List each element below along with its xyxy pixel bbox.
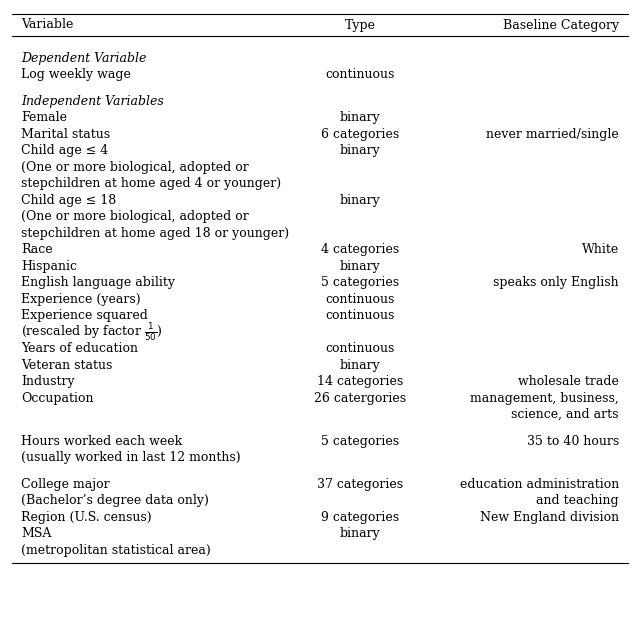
- Text: stepchildren at home aged 4 or younger): stepchildren at home aged 4 or younger): [21, 177, 282, 191]
- Text: binary: binary: [340, 260, 380, 273]
- Text: (Bachelor’s degree data only): (Bachelor’s degree data only): [21, 494, 209, 507]
- Text: 9 categories: 9 categories: [321, 510, 399, 524]
- Text: Occupation: Occupation: [21, 392, 93, 404]
- Text: 35 to 40 hours: 35 to 40 hours: [527, 435, 619, 448]
- Text: binary: binary: [340, 194, 380, 207]
- Text: (One or more biological, adopted or: (One or more biological, adopted or: [21, 210, 249, 223]
- Text: continuous: continuous: [325, 68, 395, 81]
- Text: 6 categories: 6 categories: [321, 127, 399, 141]
- Text: binary: binary: [340, 528, 380, 540]
- Text: wholesale trade: wholesale trade: [518, 375, 619, 388]
- Text: continuous: continuous: [325, 293, 395, 306]
- Text: College major: College major: [21, 478, 110, 491]
- Text: Veteran status: Veteran status: [21, 359, 113, 372]
- Text: Marital status: Marital status: [21, 127, 110, 141]
- Text: Variable: Variable: [21, 18, 74, 32]
- Text: continuous: continuous: [325, 309, 395, 322]
- Text: Baseline Category: Baseline Category: [502, 18, 619, 32]
- Text: Hours worked each week: Hours worked each week: [21, 435, 182, 448]
- Text: Independent Variables: Independent Variables: [21, 95, 164, 108]
- Text: Type: Type: [344, 18, 376, 32]
- Text: binary: binary: [340, 144, 380, 157]
- Text: MSA: MSA: [21, 528, 52, 540]
- Text: 14 categories: 14 categories: [317, 375, 403, 388]
- Text: Dependent Variable: Dependent Variable: [21, 52, 147, 65]
- Text: (One or more biological, adopted or: (One or more biological, adopted or: [21, 161, 249, 174]
- Text: 37 categories: 37 categories: [317, 478, 403, 491]
- Text: New England division: New England division: [479, 510, 619, 524]
- Text: 5 categories: 5 categories: [321, 276, 399, 289]
- Text: continuous: continuous: [325, 342, 395, 355]
- Text: binary: binary: [340, 359, 380, 372]
- Text: Experience (years): Experience (years): [21, 293, 141, 306]
- Text: Child age ≤ 18: Child age ≤ 18: [21, 194, 116, 207]
- Text: Race: Race: [21, 243, 53, 256]
- Text: English language ability: English language ability: [21, 276, 175, 289]
- Text: Log weekly wage: Log weekly wage: [21, 68, 131, 81]
- Text: management, business,: management, business,: [470, 392, 619, 404]
- Text: (metropolitan statistical area): (metropolitan statistical area): [21, 544, 211, 557]
- Text: Hispanic: Hispanic: [21, 260, 77, 273]
- Text: Industry: Industry: [21, 375, 75, 388]
- Text: Child age ≤ 4: Child age ≤ 4: [21, 144, 109, 157]
- Text: Experience squared: Experience squared: [21, 309, 148, 322]
- Text: (usually worked in last 12 months): (usually worked in last 12 months): [21, 451, 241, 464]
- Text: education administration: education administration: [460, 478, 619, 491]
- Text: binary: binary: [340, 111, 380, 124]
- Text: stepchildren at home aged 18 or younger): stepchildren at home aged 18 or younger): [21, 227, 289, 240]
- Text: Years of education: Years of education: [21, 342, 138, 355]
- Text: Region (U.S. census): Region (U.S. census): [21, 510, 152, 524]
- Text: (rescaled by factor $\frac{1}{50}$): (rescaled by factor $\frac{1}{50}$): [21, 321, 163, 343]
- Text: 5 categories: 5 categories: [321, 435, 399, 448]
- Text: speaks only English: speaks only English: [493, 276, 619, 289]
- Text: 4 categories: 4 categories: [321, 243, 399, 256]
- Text: and teaching: and teaching: [536, 494, 619, 507]
- Text: White: White: [582, 243, 619, 256]
- Text: never married/single: never married/single: [486, 127, 619, 141]
- Text: science, and arts: science, and arts: [511, 408, 619, 422]
- Text: 26 catergories: 26 catergories: [314, 392, 406, 404]
- Text: Female: Female: [21, 111, 67, 124]
